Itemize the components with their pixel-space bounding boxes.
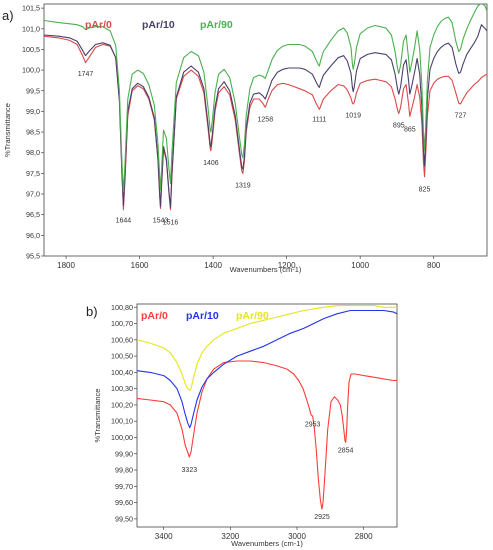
legend-entry-b-3: pAr/90 <box>236 310 269 322</box>
peak-annotation-a: 895 <box>393 123 405 130</box>
y-tick-label-a: 99,0 <box>26 107 40 116</box>
y-tick-label-b: 100,70 <box>111 319 133 328</box>
peak-annotation-b: 3323 <box>182 467 198 474</box>
y-tick-label-a: 100,5 <box>22 45 40 54</box>
legend-entry-a-1: pAr/0 <box>85 19 112 31</box>
peak-annotation-b: 2854 <box>338 447 354 454</box>
y-axis-label-b: %Transmittance <box>93 389 102 443</box>
y-axis-label-a: %Transmittance <box>3 103 12 157</box>
x-axis-label-b: Wavenumbers (cm-1) <box>231 539 303 548</box>
legend-entry-b-1: pAr/0 <box>141 310 168 322</box>
x-tick-label-a: 1200 <box>278 261 296 270</box>
x-tick-label-b: 3200 <box>221 532 239 541</box>
y-tick-label-a: 99,5 <box>26 86 40 95</box>
y-tick-label-b: 100,60 <box>111 335 133 344</box>
peak-annotation-b: 2925 <box>314 514 330 521</box>
series-line-a-3 <box>44 4 487 193</box>
y-tick-label-a: 100,0 <box>22 66 40 75</box>
peak-annotation-a: 1111 <box>312 116 326 123</box>
peak-annotation-a: 1644 <box>116 218 132 225</box>
plot-area-b <box>136 303 398 528</box>
x-tick-label-a: 1000 <box>351 261 369 270</box>
peak-annotation-a: 825 <box>419 187 431 194</box>
y-tick-label-a: 101,0 <box>22 24 40 33</box>
panel-b-label: b) <box>86 304 98 319</box>
y-tick-label-b: 99,50 <box>115 514 133 523</box>
y-tick-label-a: 97,0 <box>26 190 40 199</box>
y-tick-label-b: 99,80 <box>115 466 133 475</box>
y-tick-label-b: 100,10 <box>111 417 133 426</box>
series-line-a-2 <box>44 24 487 208</box>
plot-area-a <box>43 3 488 257</box>
y-tick-label-b: 99,70 <box>115 482 133 491</box>
y-tick-label-a: 96,0 <box>26 231 40 240</box>
y-tick-label-b: 100,50 <box>111 352 133 361</box>
y-tick-label-a: 97,5 <box>26 169 40 178</box>
peak-annotation-a: 1019 <box>345 112 361 119</box>
y-tick-label-b: 100,80 <box>111 303 133 312</box>
y-tick-label-b: 99,60 <box>115 498 133 507</box>
peak-annotation-a: 1319 <box>235 183 251 190</box>
chart-panel-b: b) 99,50 99,60 99,70 99,80 99,90 100,00 100,10… <box>86 303 398 548</box>
x-tick-label-a: 800 <box>427 261 441 270</box>
series-line-b-2 <box>137 309 397 429</box>
legend-entry-b-2: pAr/10 <box>186 310 219 322</box>
peak-annotation-a: 865 <box>404 127 416 134</box>
series-line-b-3 <box>137 305 397 391</box>
y-tick-label-b: 100,20 <box>111 400 133 409</box>
x-tick-label-a: 1400 <box>204 261 222 270</box>
x-tick-label-b: 3000 <box>288 532 306 541</box>
y-tick-label-b: 100,00 <box>111 433 133 442</box>
legend-entry-a-2: pAr/10 <box>142 19 175 31</box>
peak-annotation-a: 727 <box>455 112 467 119</box>
peak-annotation-a: 1516 <box>163 220 179 227</box>
peak-annotation-a: 1406 <box>203 160 219 167</box>
legend-entry-a-3: pAr/90 <box>200 19 233 31</box>
peak-annotation-b: 2953 <box>305 421 321 428</box>
y-tick-label-b: 100,40 <box>111 368 133 377</box>
peak-annotation-a: 1543 <box>153 218 169 225</box>
y-tick-label-a: 98,0 <box>26 148 40 157</box>
x-tick-label-b: 3400 <box>155 532 173 541</box>
x-axis-label-a: Wavenumbers (cm-1) <box>230 265 302 274</box>
y-tick-label-a: 96,5 <box>26 210 40 219</box>
y-tick-label-a: 101,5 <box>22 4 40 13</box>
y-tick-label-a: 98,5 <box>26 128 40 137</box>
x-tick-label-a: 1800 <box>57 261 75 270</box>
series-line-b-1 <box>137 360 397 510</box>
y-tick-label-b: 100,30 <box>111 384 133 393</box>
peak-annotation-a: 1258 <box>258 116 274 123</box>
y-tick-label-a: 95,5 <box>26 252 40 261</box>
x-tick-label-a: 1600 <box>131 261 149 270</box>
peak-annotation-a: 1747 <box>78 71 94 78</box>
y-tick-label-b: 99,90 <box>115 449 133 458</box>
chart-panel-a: a) 95,5 96,0 96,5 97,0 97,5 98,0 98,5 99,0 99,5 1… <box>2 3 488 274</box>
panel-a-label: a) <box>2 8 14 23</box>
x-tick-label-b: 2800 <box>355 532 373 541</box>
